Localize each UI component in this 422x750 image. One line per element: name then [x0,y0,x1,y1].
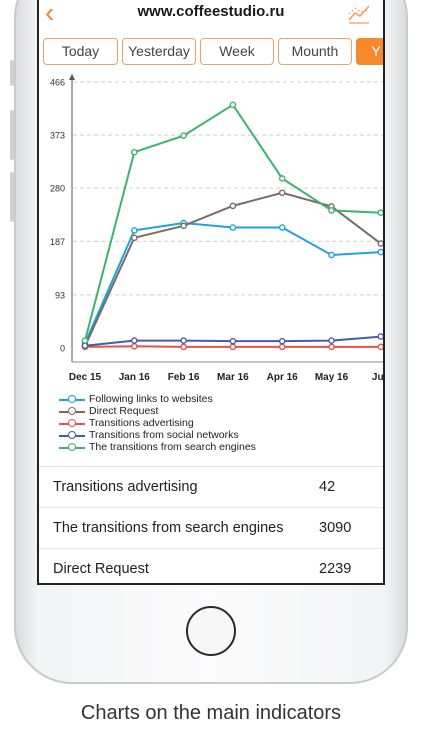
data-point [180,132,187,139]
legend-swatch-dot [68,395,76,403]
data-point [278,189,286,197]
data-point [229,343,237,351]
top-bar: ‹ www.coffeestudio.ru [39,0,383,30]
tab-year[interactable]: Y [356,38,383,65]
line-chart-icon[interactable] [347,2,371,24]
y-tick-label: 93 [55,290,65,300]
legend-swatch-dot [68,443,76,451]
legend-swatch-dot [68,407,76,415]
table-row[interactable]: Direct Request 2239 [39,548,383,583]
x-tick-label: Jun [372,372,385,383]
table-row[interactable]: Transitions advertising 42 [39,466,383,507]
phone-side-button-2 [10,110,14,160]
data-point [278,337,286,345]
data-point [278,175,286,182]
legend-label: Following links to websites [89,393,213,405]
y-tick-label: 187 [50,237,65,247]
legend-item: Following links to websites [57,393,256,405]
data-point [131,342,138,350]
data-point [180,337,187,344]
site-title: www.coffeestudio.ru [137,3,285,20]
row-label: The transitions from search engines [53,520,284,536]
data-point [377,240,383,247]
data-point [131,227,138,234]
series-line-4 [84,103,381,341]
legend-item: Transitions advertising [57,417,256,429]
data-point [229,337,237,345]
legend-label: Transitions advertising [89,417,194,429]
tab-week[interactable]: Week [200,38,274,65]
data-point [81,337,89,344]
caption: Charts on the main indicators [80,702,342,724]
series-line-1 [84,191,382,347]
tab-yesterday[interactable]: Yesterday [122,38,196,65]
data-point [328,343,335,351]
app-screen: ‹ www.coffeestudio.ru Today Yesterday We… [37,0,385,585]
legend-label: Direct Request [89,405,159,417]
legend-item: Direct Request [57,405,256,417]
row-label: Transitions advertising [53,479,198,495]
y-tick-label: 373 [50,131,65,141]
y-tick-label: 466 [50,78,65,88]
series-line-0 [84,221,381,344]
x-tick-label: Jan 16 [119,372,151,383]
legend-item: Transitions from social networks [57,429,256,441]
traffic-line-chart: 0 93 187 280 373 466 Dec 15 Jan 16 Feb 16 Mar 16 A… [50,74,385,383]
home-button[interactable] [186,606,236,656]
x-tick-label: Dec 15 [69,372,102,383]
data-point [81,342,89,350]
tab-month[interactable]: Mounth [278,38,352,65]
legend-swatch-dot [68,431,76,439]
data-point [328,337,335,344]
data-point [377,333,383,340]
y-tick-label: 280 [50,184,65,194]
data-point [377,248,383,256]
data-point [278,343,286,351]
chart-legend: Following links to websites Direct Reques… [57,393,256,453]
legend-item: The transitions from search engines [57,441,256,453]
legend-label: The transitions from search engines [89,441,256,453]
data-point [131,337,138,344]
phone-side-button-3 [10,172,14,222]
stats-table: Transitions advertising 42 The transitio… [39,466,383,583]
row-value: 42 [319,479,336,495]
table-row[interactable]: The transitions from search engines 3090 [39,507,383,548]
data-point [328,207,335,214]
data-point [377,343,383,351]
data-point [180,222,187,230]
data-point [377,209,383,217]
data-point [131,148,138,156]
tab-today[interactable]: Today [43,38,118,65]
data-point [131,234,138,242]
data-point [328,251,335,259]
data-point [180,343,187,351]
y-axis-arrow [69,74,75,80]
x-tick-label: Apr 16 [267,372,299,383]
x-tick-label: May 16 [315,372,349,383]
row-value: 2239 [319,561,352,577]
data-point [229,202,237,210]
legend-swatch-dot [68,419,76,427]
data-point [278,224,286,231]
y-tick-label: 0 [60,344,65,354]
x-tick-label: Mar 16 [217,372,249,383]
chevron-left-icon[interactable]: ‹ [45,0,55,28]
phone-side-button-1 [10,60,14,86]
x-tick-label: Feb 16 [168,372,200,383]
data-point [229,224,237,231]
row-value: 3090 [319,520,352,536]
legend-label: Transitions from social networks [89,429,239,441]
row-label: Direct Request [53,561,149,577]
data-point [229,101,237,109]
